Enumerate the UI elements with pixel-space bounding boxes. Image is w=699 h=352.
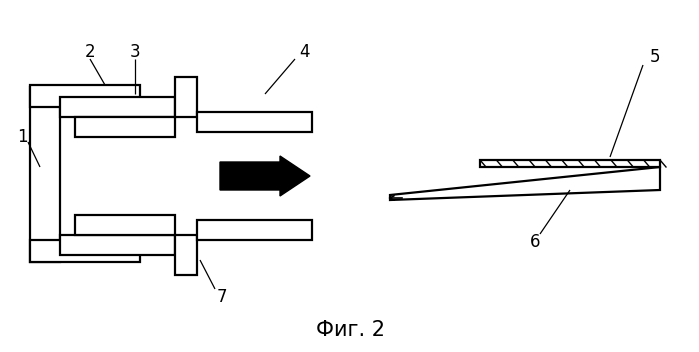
Text: 2: 2 <box>85 43 95 61</box>
Polygon shape <box>197 112 312 132</box>
Text: 5: 5 <box>650 48 661 66</box>
Polygon shape <box>175 77 197 117</box>
Text: 6: 6 <box>530 233 540 251</box>
FancyArrow shape <box>220 156 310 196</box>
Polygon shape <box>75 215 175 235</box>
Text: Фиг. 2: Фиг. 2 <box>315 320 384 340</box>
Text: 4: 4 <box>300 43 310 61</box>
Polygon shape <box>30 87 60 262</box>
Text: 7: 7 <box>217 288 227 306</box>
Text: 1: 1 <box>17 128 27 146</box>
Polygon shape <box>30 85 140 107</box>
Text: 3: 3 <box>130 43 140 61</box>
Polygon shape <box>197 220 312 240</box>
Polygon shape <box>30 240 140 262</box>
Polygon shape <box>480 160 660 167</box>
Polygon shape <box>390 167 660 200</box>
Polygon shape <box>75 117 175 137</box>
Polygon shape <box>175 235 197 275</box>
Polygon shape <box>60 235 175 255</box>
Polygon shape <box>60 97 175 117</box>
